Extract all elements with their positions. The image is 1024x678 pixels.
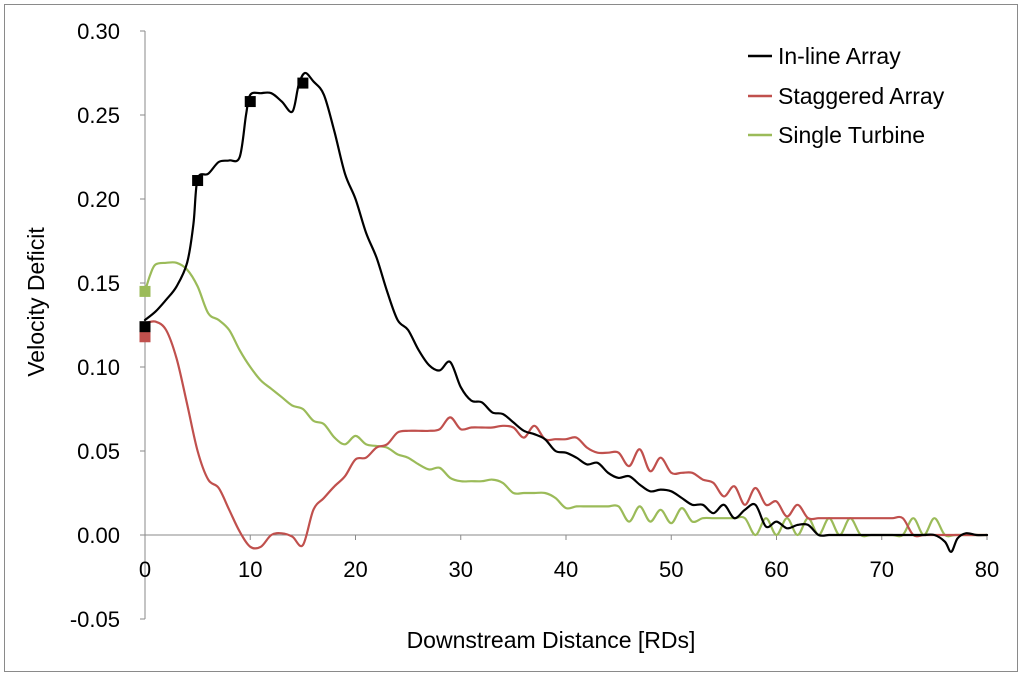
x-tick-label: 40 bbox=[554, 557, 578, 582]
series-line-in-line-array bbox=[143, 71, 989, 553]
x-tick-label: 0 bbox=[139, 557, 151, 582]
y-tick-label: 0.20 bbox=[77, 187, 120, 212]
marker-in-line-array bbox=[244, 96, 256, 108]
legend-label-staggered-array: Staggered Array bbox=[778, 83, 945, 109]
x-tick-label: 10 bbox=[238, 557, 262, 582]
x-tick-label: 50 bbox=[659, 557, 683, 582]
legend: In-line Array Staggered Array Single Tur… bbox=[748, 43, 945, 148]
x-tick-label: 30 bbox=[449, 557, 473, 582]
series-line-single-turbine bbox=[143, 261, 989, 538]
x-tick-label: 70 bbox=[870, 557, 894, 582]
x-tick-label: 80 bbox=[975, 557, 999, 582]
x-tick-label: 20 bbox=[343, 557, 367, 582]
series-line-staggered-array bbox=[143, 320, 989, 550]
marker-staggered-array bbox=[139, 331, 151, 343]
axes bbox=[140, 30, 988, 620]
y-tick-label: 0.30 bbox=[77, 19, 120, 44]
marker-in-line-array bbox=[139, 321, 151, 333]
marker-single-turbine bbox=[139, 285, 151, 297]
y-tick-label: 0.05 bbox=[77, 439, 120, 464]
y-tick-label: -0.05 bbox=[70, 607, 120, 632]
legend-label-in-line-array: In-line Array bbox=[778, 43, 901, 69]
y-tick-label: 0.00 bbox=[77, 523, 120, 548]
y-tick-label: 0.10 bbox=[77, 355, 120, 380]
marker-in-line-array bbox=[297, 77, 309, 89]
x-tick-label: 60 bbox=[764, 557, 788, 582]
x-axis-title: Downstream Distance [RDs] bbox=[407, 627, 696, 653]
y-axis-title: Velocity Deficit bbox=[23, 227, 49, 377]
tick-labels: -0.05 0.00 0.05 0.10 0.15 0.20 0.25 0.30 0 10 20 30… bbox=[70, 19, 999, 632]
y-tick-label: 0.25 bbox=[77, 103, 120, 128]
series-markers bbox=[139, 77, 309, 343]
series-lines bbox=[143, 71, 989, 553]
marker-in-line-array bbox=[192, 175, 204, 187]
y-tick-label: 0.15 bbox=[77, 271, 120, 296]
chart-frame bbox=[4, 4, 1018, 672]
legend-label-single-turbine: Single Turbine bbox=[778, 122, 925, 148]
